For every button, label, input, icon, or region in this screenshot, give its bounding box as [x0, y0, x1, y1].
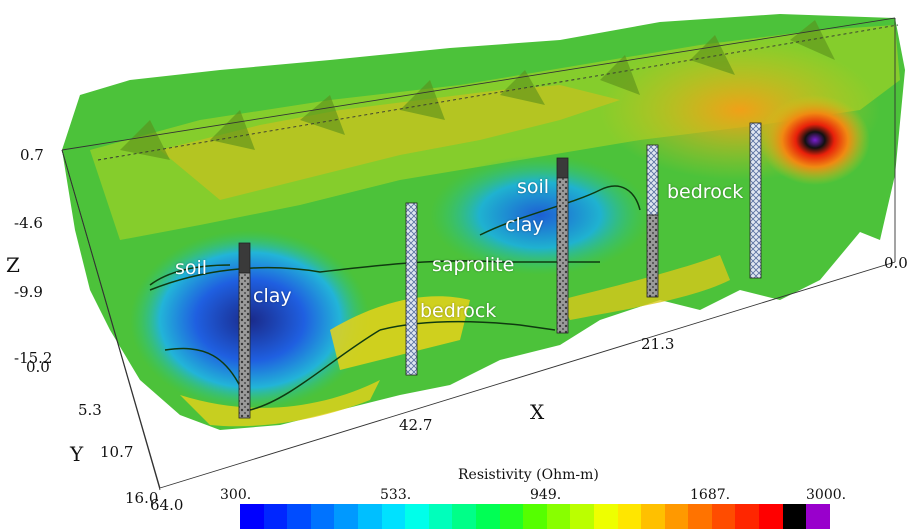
colorbar-swatch	[523, 504, 547, 529]
x-tick-1: 42.7	[399, 416, 433, 434]
resistivity-colorbar	[240, 504, 830, 529]
colorbar-swatch	[688, 504, 712, 529]
colorbar-swatch	[428, 504, 453, 529]
colorbar-swatch	[405, 504, 429, 529]
colorbar-tick-4: 3000.	[806, 487, 847, 503]
label-bedrock-mid: bedrock	[420, 300, 497, 322]
colorbar-swatch	[546, 504, 571, 529]
x-axis-label: X	[530, 400, 545, 424]
colorbar-tick-0: 300.	[220, 487, 252, 503]
colorbar-swatch	[240, 504, 264, 529]
x-tick-3: 0.0	[884, 254, 908, 272]
colorbar-swatch	[806, 504, 830, 529]
z-tick-0: 0.7	[20, 146, 44, 164]
borehole-2	[405, 202, 418, 376]
colorbar-swatch	[735, 504, 760, 529]
y-tick-1: 5.3	[78, 401, 102, 419]
borehole-5	[749, 122, 762, 279]
colorbar-swatch	[711, 504, 736, 529]
colorbar-swatch	[287, 504, 311, 529]
colorbar-swatch	[664, 504, 689, 529]
x-tick-2: 21.3	[641, 335, 675, 353]
borehole-4	[646, 144, 659, 298]
z-axis-label: Z	[6, 253, 20, 277]
z-tick-1: -4.6	[14, 214, 43, 232]
y-tick-0: 0.0	[26, 358, 50, 376]
y-tick-2: 10.7	[100, 443, 134, 461]
colorbar-swatch	[334, 504, 358, 529]
y-tick-3: 16.0	[125, 489, 159, 507]
colorbar-swatch	[357, 504, 382, 529]
colorbar-swatch	[263, 504, 288, 529]
colorbar-swatch	[782, 504, 807, 529]
y-axis-label: Y	[70, 442, 84, 466]
colorbar-tick-3: 1687.	[690, 487, 731, 503]
colorbar-swatch	[759, 504, 783, 529]
label-soil-right: soil	[517, 176, 550, 198]
colorbar-tick-2: 949.	[530, 487, 562, 503]
borehole-1	[238, 242, 251, 419]
z-tick-2: -9.9	[14, 283, 43, 301]
label-saprolite: saprolite	[432, 254, 515, 276]
resistivity-volume	[62, 14, 905, 430]
colorbar-swatch	[593, 504, 618, 529]
bounding-box	[61, 17, 899, 491]
colorbar-swatch	[381, 504, 406, 529]
label-clay-left: clay	[253, 285, 292, 307]
label-soil-left: soil	[175, 257, 208, 279]
label-clay-right: clay	[505, 214, 544, 236]
colorbar-swatch	[570, 504, 594, 529]
borehole-3	[556, 157, 569, 334]
colorbar-swatch	[475, 504, 500, 529]
label-bedrock-right: bedrock	[667, 181, 744, 203]
colorbar-title: Resistivity (Ohm-m)	[458, 467, 599, 483]
colorbar-swatch	[499, 504, 524, 529]
colorbar-tick-1: 533.	[380, 487, 412, 503]
colorbar-swatch	[452, 504, 476, 529]
colorbar-swatch	[641, 504, 665, 529]
colorbar-swatch	[617, 504, 642, 529]
z-tick-3: -15.2	[14, 349, 53, 367]
x-tick-0: 64.0	[150, 496, 184, 514]
colorbar-swatch	[310, 504, 335, 529]
